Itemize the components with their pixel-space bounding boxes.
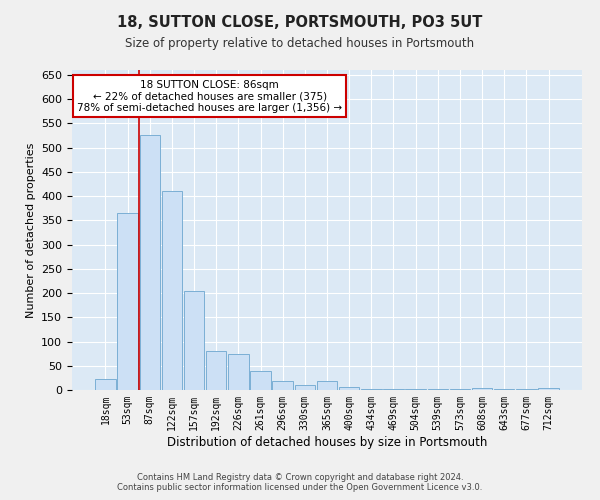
Bar bbox=[516, 389, 536, 390]
Bar bbox=[538, 388, 559, 390]
Bar bbox=[494, 389, 514, 390]
Bar bbox=[295, 385, 315, 390]
Bar bbox=[228, 354, 248, 390]
Bar bbox=[206, 351, 226, 390]
Bar bbox=[361, 389, 382, 390]
Bar bbox=[118, 213, 138, 390]
Bar bbox=[184, 290, 204, 390]
Text: 18, SUTTON CLOSE, PORTSMOUTH, PO3 5UT: 18, SUTTON CLOSE, PORTSMOUTH, PO3 5UT bbox=[118, 15, 482, 30]
Bar bbox=[450, 389, 470, 390]
Bar bbox=[95, 380, 116, 390]
X-axis label: Distribution of detached houses by size in Portsmouth: Distribution of detached houses by size … bbox=[167, 436, 487, 448]
Bar bbox=[272, 382, 293, 390]
Bar bbox=[406, 389, 426, 390]
Bar bbox=[250, 370, 271, 390]
Bar bbox=[428, 389, 448, 390]
Bar bbox=[383, 389, 404, 390]
Text: Contains HM Land Registry data © Crown copyright and database right 2024.
Contai: Contains HM Land Registry data © Crown c… bbox=[118, 473, 482, 492]
Bar bbox=[161, 191, 182, 390]
Text: 18 SUTTON CLOSE: 86sqm
← 22% of detached houses are smaller (375)
78% of semi-de: 18 SUTTON CLOSE: 86sqm ← 22% of detached… bbox=[77, 80, 342, 113]
Y-axis label: Number of detached properties: Number of detached properties bbox=[26, 142, 35, 318]
Bar bbox=[339, 387, 359, 390]
Bar bbox=[140, 136, 160, 390]
Bar bbox=[472, 388, 493, 390]
Bar bbox=[317, 382, 337, 390]
Text: Size of property relative to detached houses in Portsmouth: Size of property relative to detached ho… bbox=[125, 38, 475, 51]
